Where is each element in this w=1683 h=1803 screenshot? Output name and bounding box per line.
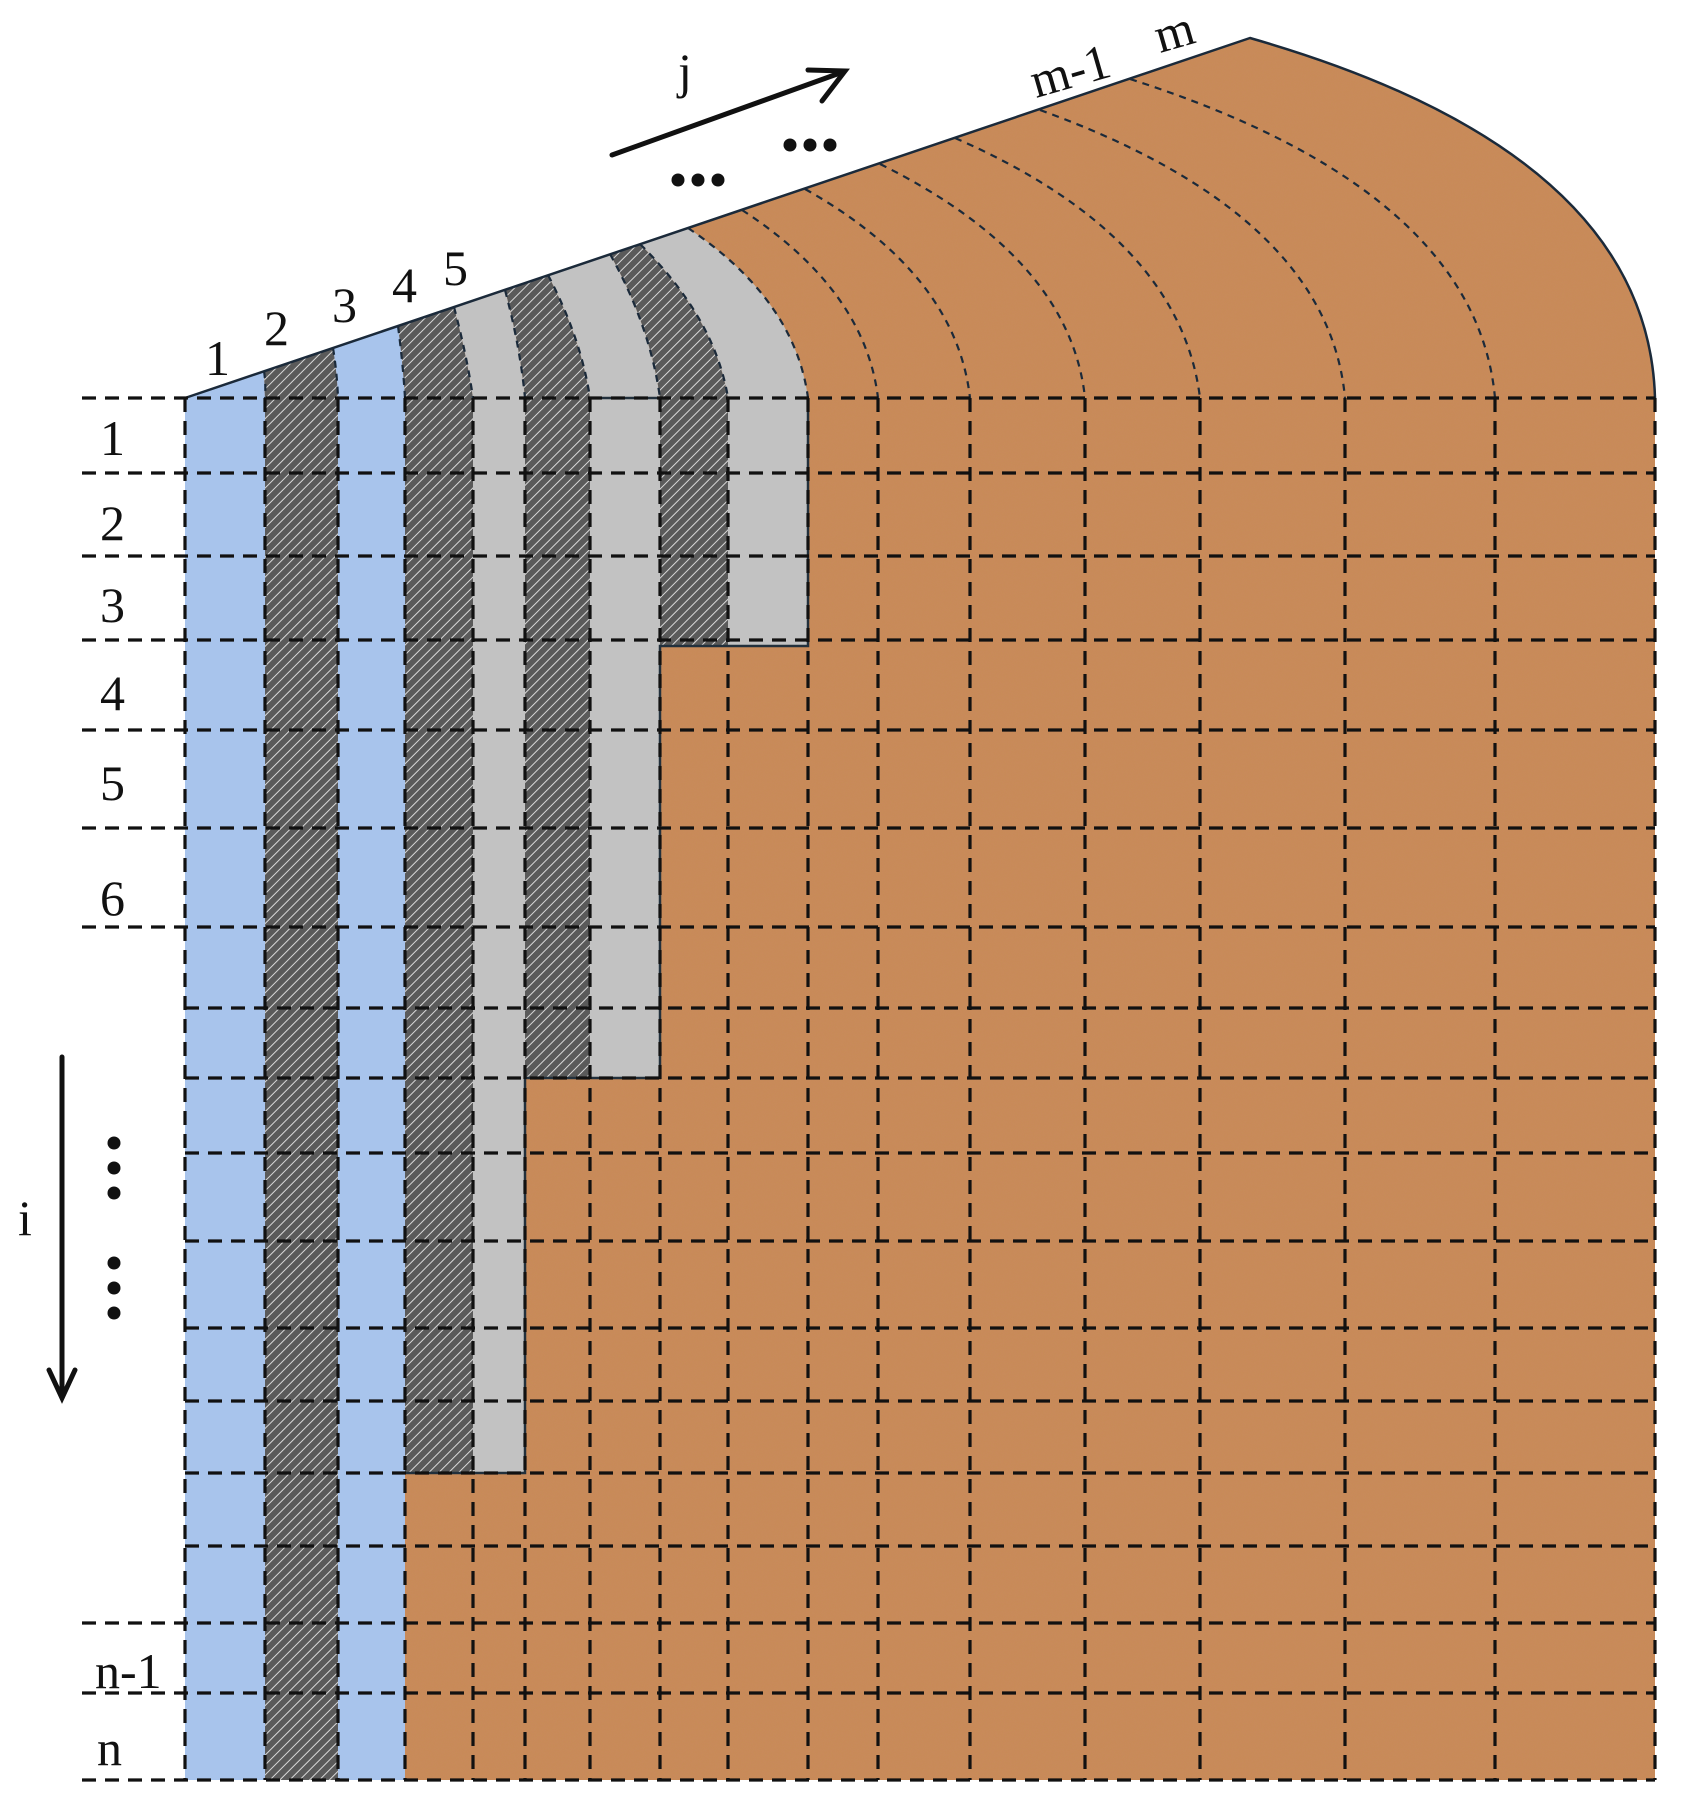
layer-band-5 <box>454 290 525 398</box>
layer-col-hatch-4 <box>405 398 473 1473</box>
row-label-n-1: n-1 <box>95 1643 162 1699</box>
col-label-m: m <box>1148 0 1201 64</box>
row-label-n: n <box>97 1720 122 1776</box>
row-label-1: 1 <box>100 410 125 466</box>
j-axis-label: j <box>676 43 692 99</box>
layer-band-2 <box>264 348 338 398</box>
row-label-2: 2 <box>100 495 125 551</box>
layer-col-blue-3 <box>338 398 405 1780</box>
layer-band-3 <box>333 326 405 398</box>
col-label-1: 1 <box>205 330 230 386</box>
layer-band-7 <box>548 254 660 398</box>
i-axis-label: i <box>18 1190 32 1246</box>
col-label-4: 4 <box>392 257 417 313</box>
ellipsis-dots <box>107 138 837 1320</box>
layer-band-6 <box>505 275 590 398</box>
layer-col-hatch-6 <box>525 398 590 1078</box>
layer-band-4 <box>398 307 473 398</box>
layer-col-gray-5 <box>473 398 525 1473</box>
col-label-2: 2 <box>264 300 289 356</box>
col-label-5: 5 <box>443 240 468 296</box>
layer-col-blue-1 <box>185 398 265 1780</box>
row-label-4: 4 <box>100 665 125 721</box>
mesh-grid <box>82 396 1657 1782</box>
i-direction-arrow <box>46 1054 78 1404</box>
layer-band-8 <box>610 244 728 398</box>
layer-col-gray-9 <box>728 398 808 646</box>
layer-col-hatch-8 <box>660 398 728 646</box>
row-label-6: 6 <box>100 870 125 926</box>
slope-outline <box>184 36 1657 400</box>
col-label-3: 3 <box>332 277 357 333</box>
row-label-5: 5 <box>100 755 125 811</box>
layer-col-hatch-2 <box>265 398 338 1780</box>
curved-layer-boundaries <box>262 77 1497 399</box>
layer-col-gray-7 <box>590 398 660 1078</box>
layer-band-9 <box>640 228 808 398</box>
row-label-3: 3 <box>100 577 125 633</box>
j-direction-arrow <box>609 67 850 158</box>
